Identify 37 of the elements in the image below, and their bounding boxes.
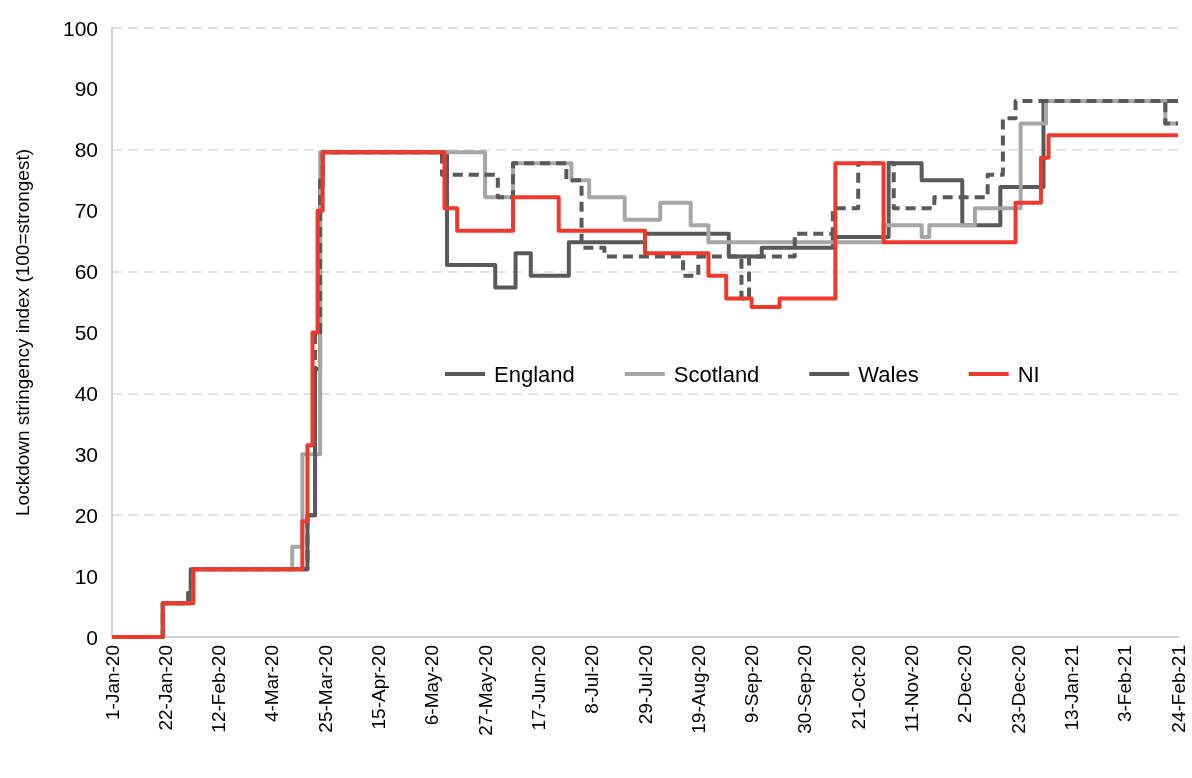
- y-tick-label: 100: [62, 16, 98, 40]
- y-tick-label: 60: [74, 260, 98, 284]
- y-tick-label: 10: [74, 564, 98, 588]
- x-tick-label: 22-Jan-20: [154, 645, 176, 731]
- legend-label: Scotland: [673, 361, 760, 387]
- legend-label: England: [494, 361, 575, 387]
- y-tick-label: 20: [74, 503, 98, 527]
- x-tick-label: 12-Feb-20: [208, 645, 230, 733]
- legend-label: NI: [1017, 361, 1040, 387]
- x-tick-label: 15-Apr-20: [368, 645, 389, 730]
- y-tick-label: 70: [74, 199, 98, 223]
- y-tick-label: 50: [74, 321, 98, 344]
- x-tick-label: 23-Dec-20: [1007, 645, 1029, 734]
- y-tick-label: 0: [86, 625, 98, 649]
- x-tick-label: 29-Jul-20: [634, 645, 656, 725]
- y-tick-label: 40: [74, 381, 98, 405]
- y-tick-label: 80: [74, 138, 98, 162]
- x-tick-label: 11-Nov-20: [901, 645, 922, 733]
- x-tick-label: 9-Sep-20: [741, 645, 763, 724]
- x-tick-label: 13-Jan-21: [1060, 645, 1082, 731]
- x-tick-label: 8-Jul-20: [581, 645, 603, 714]
- x-tick-label: 6-May-20: [421, 645, 443, 726]
- x-tick-label: 30-Sep-20: [794, 645, 816, 734]
- x-tick-label: 19-Aug-20: [687, 645, 709, 734]
- x-tick-label: 1-Jan-20: [101, 645, 123, 720]
- x-tick-label: 17-Jun-20: [527, 645, 549, 731]
- x-tick-label: 24-Feb-21: [1167, 645, 1189, 733]
- x-tick-label: 2-Dec-20: [954, 645, 976, 724]
- legend-label: Wales: [858, 361, 919, 387]
- y-tick-label: 30: [74, 442, 98, 466]
- x-tick-label: 4-Mar-20: [261, 645, 283, 723]
- x-tick-label: 25-Mar-20: [314, 645, 336, 733]
- x-tick-label: 3-Feb-21: [1114, 645, 1136, 723]
- x-tick-label: 21-Oct-20: [847, 645, 869, 730]
- y-axis-title: Lockdown stringency index (100=strongest): [12, 148, 33, 517]
- x-tick-label: 27-May-20: [474, 645, 496, 736]
- y-tick-label: 90: [74, 77, 98, 101]
